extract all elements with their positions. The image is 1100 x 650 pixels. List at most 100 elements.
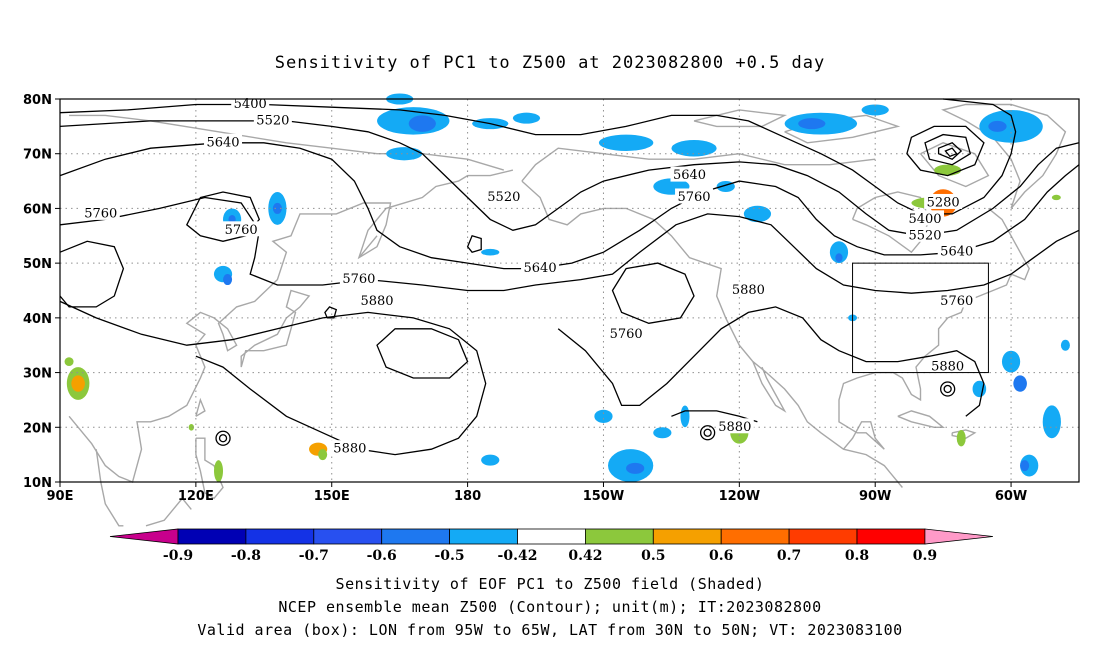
lon-tick-label: 150W xyxy=(583,489,624,504)
contour-ring xyxy=(215,430,231,446)
colorbar-label: 0.5 xyxy=(641,548,665,564)
z500-contour-line xyxy=(59,240,125,308)
sensitivity-patch xyxy=(223,274,233,286)
sensitivity-patch xyxy=(1020,460,1030,472)
sensitivity-patch xyxy=(988,120,1007,132)
lat-tick-label: 20N xyxy=(23,421,52,436)
sensitivity-patch xyxy=(594,409,613,423)
coastline-segment xyxy=(68,169,514,483)
sensitivity-patch xyxy=(798,118,826,130)
contour-label-bg xyxy=(715,418,754,434)
contour-label-bg xyxy=(253,111,292,127)
coastline-segment xyxy=(240,289,311,368)
colorbar-segment xyxy=(517,528,586,545)
contour-label-bg xyxy=(204,133,243,149)
contour-label: 5640 xyxy=(940,245,973,260)
contour-label: 5880 xyxy=(360,294,393,309)
contour-label: 5520 xyxy=(256,113,289,128)
sensitivity-patch xyxy=(214,460,224,482)
colorbar-segment xyxy=(177,528,247,545)
sensitivity-patch xyxy=(598,134,654,151)
sensitivity-patch xyxy=(861,104,889,116)
contour-label: 5400 xyxy=(234,97,267,112)
colorbar-label: 0.9 xyxy=(913,548,937,564)
lat-tick-label: 70N xyxy=(23,148,52,163)
colorbar-label: -0.42 xyxy=(498,548,538,564)
z500-contour-line xyxy=(376,328,469,379)
sensitivity-patch xyxy=(481,248,500,256)
latitude-ticks: 80N 70N 60N 50N 40N 30N 20N 10N xyxy=(23,93,60,491)
sensitivity-patch xyxy=(956,430,966,447)
lat-tick-label: 40N xyxy=(23,312,52,327)
valid-area-box xyxy=(852,262,989,374)
coastline-segment xyxy=(693,109,788,128)
colorbar-label: 0.6 xyxy=(709,548,733,564)
colorbar: -0.9 -0.8 -0.7 -0.6 -0.5 -0.42 0.42 0.5 0.6 0.7 0.… xyxy=(109,528,993,564)
coastline-segment xyxy=(195,437,224,500)
contour-label: 5280 xyxy=(927,195,960,210)
lat-lon-grid xyxy=(60,99,1079,482)
lon-tick-label: 60W xyxy=(995,489,1027,504)
footer-line-1: Sensitivity of EOF PC1 to Z500 field (Sh… xyxy=(336,575,765,593)
lat-tick-label: 50N xyxy=(23,257,52,272)
colorbar-label: -0.7 xyxy=(299,548,329,564)
contour-ring xyxy=(943,384,952,394)
coastline-segment xyxy=(358,235,378,259)
contour-label: 5880 xyxy=(718,420,751,435)
contour-ring xyxy=(703,428,712,437)
contour-label: 5760 xyxy=(940,294,973,309)
colorbar-label: -0.8 xyxy=(231,548,261,564)
contour-label: 5880 xyxy=(931,360,964,375)
sensitivity-patch xyxy=(1001,350,1021,373)
sensitivity-patch xyxy=(71,375,85,392)
sensitivity-shading xyxy=(64,93,1070,482)
sensitivity-patch xyxy=(318,449,328,461)
contour-label: 5880 xyxy=(333,442,366,457)
lon-tick-label: 90E xyxy=(47,489,74,504)
contour-label-bg xyxy=(906,210,945,226)
colorbar-label: -0.5 xyxy=(435,548,465,564)
coastline-segment xyxy=(951,429,977,439)
contour-label: 5760 xyxy=(610,327,643,342)
contour-label: 5400 xyxy=(908,212,941,227)
z500-contour-line xyxy=(671,410,758,423)
sensitivity-patch xyxy=(1051,194,1061,201)
lon-tick-label: 90W xyxy=(859,489,891,504)
sensitivity-patch xyxy=(188,423,195,431)
coastline-segment xyxy=(521,180,903,488)
coastline-segment xyxy=(897,410,946,428)
colorbar-segment xyxy=(856,528,926,545)
z500-contour-line xyxy=(906,125,985,177)
sensitivity-patch xyxy=(829,241,849,264)
lat-tick-label: 60N xyxy=(23,202,52,217)
coastline-segment xyxy=(919,142,990,188)
contour-label: 5760 xyxy=(225,223,258,238)
colorbar-label: 0.42 xyxy=(568,548,602,564)
contour-label-bg xyxy=(906,226,945,242)
colorbar-segment xyxy=(381,528,451,545)
contour-label-bg xyxy=(484,188,523,204)
footer-line-2: NCEP ensemble mean Z500 (Contour); unit(… xyxy=(278,598,821,616)
z500-contour-line xyxy=(924,133,972,166)
z500-contour-line xyxy=(611,262,695,324)
colorbar-segment xyxy=(720,528,790,545)
z500-contour-line xyxy=(59,98,1017,215)
contour-label: 5640 xyxy=(524,261,557,276)
z500-contour-line xyxy=(59,196,1080,294)
footer-line-3: Valid area (box): LON from 95W to 65W, L… xyxy=(197,621,902,639)
sensitivity-patch xyxy=(408,115,436,132)
z500-contour-line xyxy=(944,147,958,158)
longitude-ticks: 90E 120E 150E 180 150W 120W 90W 60W xyxy=(47,482,1027,504)
sensitivity-patch xyxy=(626,462,645,474)
contour-label-bg xyxy=(924,193,963,209)
coastline-segment xyxy=(752,361,787,413)
sensitivity-patch xyxy=(386,147,423,161)
sensitivity-patch xyxy=(1060,339,1070,351)
z500-contour-line xyxy=(324,306,338,319)
contour-label-bg xyxy=(937,292,976,308)
coastline-segment xyxy=(838,207,1030,450)
contour-ring xyxy=(940,381,956,397)
lon-tick-label: 180 xyxy=(454,489,481,504)
lat-tick-label: 10N xyxy=(23,476,52,491)
contour-label: 5760 xyxy=(84,206,117,221)
